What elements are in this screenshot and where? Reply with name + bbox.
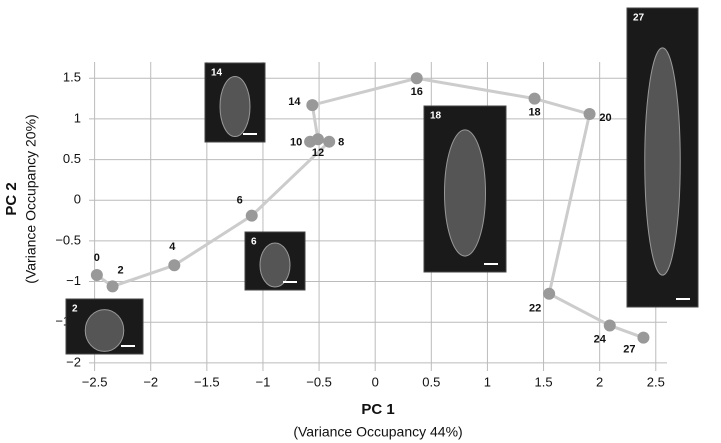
point-label: 22 — [529, 303, 541, 315]
x-tick-label: 1 — [484, 374, 491, 389]
x-tick-label: −0.5 — [306, 374, 332, 389]
inset-label: 14 — [211, 68, 223, 79]
x-axis-subtitle: (Variance Occupancy 44%) — [293, 424, 462, 440]
y-tick-label: 1 — [74, 110, 81, 125]
inset-label: 27 — [633, 13, 645, 24]
inset-specimen — [219, 75, 251, 138]
data-point — [528, 92, 541, 105]
data-point — [637, 331, 650, 344]
x-tick-label: −2 — [143, 374, 158, 389]
y-tick-label: −0.5 — [55, 232, 81, 247]
data-point — [106, 280, 119, 293]
point-label: 16 — [411, 86, 423, 98]
data-point — [168, 259, 181, 272]
point-label: 4 — [169, 241, 176, 253]
x-tick-label: 0.5 — [422, 374, 440, 389]
point-label: 27 — [623, 344, 635, 356]
point-label: 2 — [118, 264, 124, 276]
y-tick-label: 0 — [74, 192, 81, 207]
point-label: 24 — [594, 333, 607, 345]
trajectory-line — [95, 76, 644, 340]
data-point — [306, 99, 319, 112]
inset-specimen — [259, 242, 291, 288]
y-axis-title: PC 2 — [3, 182, 20, 215]
y-axis-subtitle: (Variance Occupancy 20%) — [23, 114, 39, 283]
data-point — [583, 108, 596, 121]
data-point — [245, 209, 258, 222]
point-label: 0 — [94, 252, 100, 264]
point-label: 14 — [288, 96, 301, 108]
data-point — [311, 133, 324, 146]
point-label: 10 — [290, 137, 302, 149]
point-label: 18 — [528, 106, 540, 118]
inset-label: 18 — [430, 111, 442, 122]
point-label: 8 — [338, 137, 344, 149]
data-point — [323, 135, 336, 148]
x-tick-label: 2 — [596, 374, 603, 389]
data-point — [90, 269, 103, 282]
data-point — [543, 287, 556, 300]
x-tick-label: −2.5 — [82, 374, 108, 389]
x-axis-title: PC 1 — [361, 401, 394, 418]
point-label: 6 — [237, 195, 243, 207]
inset-specimen — [84, 309, 125, 352]
data-point — [410, 72, 423, 85]
y-tick-label: 0.5 — [63, 151, 81, 166]
x-tick-label: −1.5 — [194, 374, 220, 389]
x-tick-label: 1.5 — [535, 374, 553, 389]
inset-label: 6 — [251, 237, 257, 248]
x-tick-label: −1 — [256, 374, 271, 389]
point-label: 12 — [312, 147, 324, 159]
y-tick-label: 1.5 — [63, 70, 81, 85]
x-tick-label: 0 — [372, 374, 379, 389]
data-point — [603, 319, 616, 332]
inset-specimen — [444, 129, 486, 257]
point-label: 20 — [599, 112, 611, 124]
inset-specimen — [644, 47, 681, 276]
x-tick-label: 2.5 — [647, 374, 665, 389]
y-tick-label: −2 — [66, 354, 81, 369]
y-tick-label: −1 — [66, 273, 81, 288]
inset-label: 2 — [72, 304, 78, 315]
